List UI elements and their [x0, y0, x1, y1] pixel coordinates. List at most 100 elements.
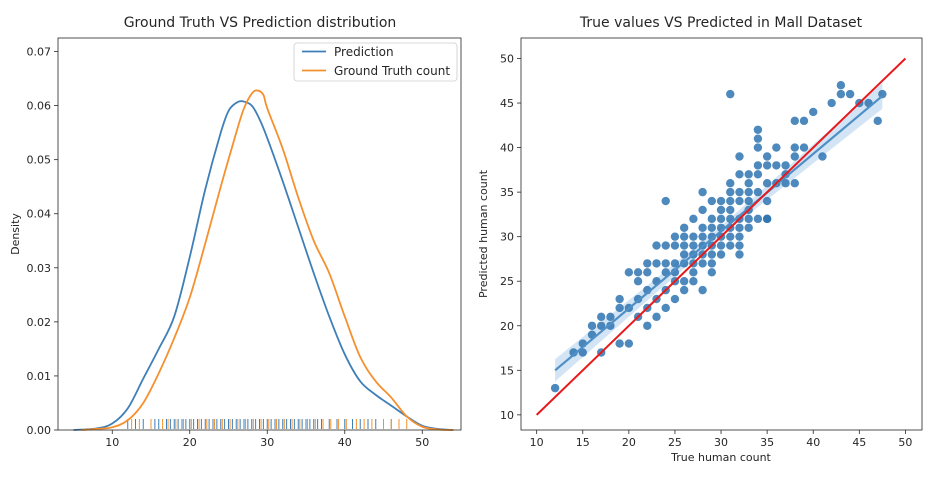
- scatter-point: [744, 223, 753, 232]
- scatter-x-tick-label: 30: [714, 436, 728, 449]
- scatter-point: [643, 268, 652, 277]
- scatter-point: [753, 161, 763, 170]
- scatter-point: [679, 223, 689, 232]
- scatter-y-tick-label: 20: [500, 320, 514, 333]
- scatter-point: [744, 170, 753, 179]
- density-y-tick-label: 0.03: [27, 262, 52, 275]
- scatter-point: [661, 303, 670, 313]
- scatter-point: [707, 259, 717, 268]
- scatter-point: [772, 143, 781, 152]
- scatter-point: [762, 196, 772, 206]
- scatter-point: [772, 161, 781, 170]
- density-x-tick-label: 10: [105, 436, 119, 449]
- scatter-point: [679, 250, 689, 259]
- scatter-point: [873, 116, 882, 126]
- legend: Prediction Ground Truth count: [293, 42, 458, 82]
- scatter-point: [744, 196, 753, 206]
- scatter-x-tick-label: 50: [898, 436, 912, 449]
- scatter-point: [707, 196, 717, 206]
- scatter-point: [578, 348, 587, 357]
- scatter-point: [597, 321, 606, 330]
- scatter-point: [781, 179, 790, 188]
- ground-truth-density-line: [81, 89, 454, 431]
- legend-prediction-label: Prediction: [334, 45, 394, 59]
- scatter-point: [624, 339, 634, 348]
- scatter-point: [753, 134, 763, 143]
- scatter-point: [726, 241, 735, 250]
- legend-ground-truth-label: Ground Truth count: [334, 64, 450, 78]
- scatter-point: [707, 268, 717, 277]
- density-chart-rug: [127, 419, 408, 429]
- scatter-point: [587, 321, 597, 330]
- scatter-point: [726, 232, 735, 241]
- scatter-x-tick-label: 15: [576, 436, 590, 449]
- scatter-point: [670, 241, 680, 250]
- density-y-tick-label: 0.01: [27, 370, 52, 383]
- density-x-tick-label: 50: [415, 436, 429, 449]
- scatter-point: [716, 214, 726, 224]
- density-y-axis-label: Density: [9, 213, 22, 255]
- scatter-point: [735, 187, 744, 197]
- scatter-point: [707, 223, 717, 232]
- scatter-point: [550, 383, 560, 393]
- scatter-y-tick-label: 30: [500, 231, 514, 244]
- scatter-point: [652, 259, 661, 268]
- scatter-point: [670, 232, 680, 241]
- scatter-y-tick-label: 10: [500, 409, 514, 422]
- scatter-point: [615, 339, 624, 348]
- scatter-point: [689, 214, 698, 224]
- scatter-point: [790, 179, 799, 188]
- density-y-tick-label: 0.02: [27, 316, 52, 329]
- density-x-tick-label: 30: [260, 436, 274, 449]
- scatter-point: [689, 268, 698, 277]
- scatter-point: [679, 285, 689, 295]
- scatter-point: [753, 143, 763, 152]
- scatter-point: [716, 241, 726, 250]
- scatter-point: [744, 214, 753, 224]
- scatter-point: [726, 89, 735, 99]
- scatter-point: [670, 259, 680, 268]
- scatter-x-axis-label: True human count: [670, 451, 771, 464]
- legend-box: [293, 42, 458, 82]
- scatter-point: [698, 259, 707, 268]
- scatter-point: [753, 125, 763, 134]
- density-y-tick-label: 0.00: [27, 424, 52, 437]
- scatter-point: [744, 187, 753, 197]
- scatter-point: [661, 241, 670, 250]
- scatter-point: [753, 214, 763, 224]
- scatter-point: [818, 152, 827, 161]
- scatter-point: [836, 81, 846, 90]
- scatter-chart: True values VS Predicted in Mall Dataset…: [477, 15, 923, 464]
- density-y-tick-label: 0.07: [27, 46, 52, 59]
- scatter-point: [707, 214, 717, 224]
- scatter-point: [735, 196, 744, 206]
- scatter-point: [799, 116, 809, 126]
- density-chart-title: Ground Truth VS Prediction distribution: [124, 15, 397, 31]
- scatter-point: [735, 152, 744, 161]
- scatter-point: [735, 241, 744, 250]
- scatter-point: [762, 214, 772, 224]
- scatter-x-tick-label: 45: [852, 436, 866, 449]
- scatter-point: [809, 107, 818, 117]
- scatter-point: [698, 232, 707, 241]
- scatter-point: [624, 268, 634, 277]
- scatter-point: [698, 223, 707, 232]
- scatter-point: [753, 187, 763, 197]
- scatter-point: [689, 241, 698, 250]
- scatter-point: [707, 232, 717, 241]
- scatter-point: [698, 285, 707, 295]
- scatter-point: [716, 196, 726, 206]
- scatter-point: [716, 250, 726, 259]
- scatter-point: [689, 277, 698, 286]
- scatter-y-tick-label: 15: [500, 364, 514, 377]
- scatter-point: [652, 241, 661, 250]
- scatter-lines: [535, 57, 907, 416]
- density-chart-series: [73, 89, 454, 431]
- scatter-point: [726, 187, 735, 197]
- scatter-x-tick-label: 40: [806, 436, 820, 449]
- density-y-tick-label: 0.05: [27, 154, 52, 167]
- scatter-point: [597, 312, 606, 322]
- scatter-x-tick-label: 25: [668, 436, 682, 449]
- scatter-point: [726, 179, 735, 188]
